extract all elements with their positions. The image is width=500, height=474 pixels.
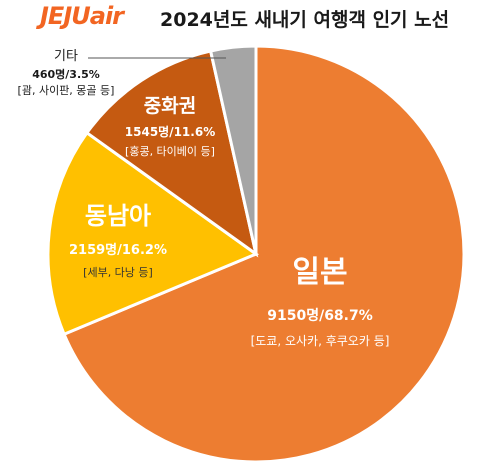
slice-detail-china: [홍콩, 타이베이 등] — [125, 144, 215, 158]
pie-slice-china — [84, 49, 259, 258]
slice-label-japan: 일본 — [292, 255, 347, 290]
slice-detail-other: [괌, 사이판, 몽골 등] — [18, 84, 115, 97]
pie-slice-sea — [46, 130, 260, 337]
slice-value-sea: 2159명/16.2% — [69, 242, 167, 258]
slice-label-china: 중화권 — [144, 95, 196, 117]
slice-value-other: 460명/3.5% — [32, 67, 100, 81]
slice-detail-japan: [도쿄, 오사카, 후쿠오카 등] — [251, 334, 390, 348]
slice-value-china: 1545명/11.6% — [125, 125, 215, 139]
jejuair-logo: JEJUair — [40, 2, 124, 30]
slice-label-sea: 동남아 — [85, 202, 151, 230]
slice-detail-sea: [세부, 다낭 등] — [83, 266, 153, 279]
pie-slices — [46, 44, 466, 464]
pie-slice-japan — [62, 44, 466, 464]
chart-title: 2024년도 새내기 여행객 인기 노선 — [160, 9, 450, 31]
pie-slice-other — [208, 44, 258, 255]
chart-header: JEJUair 2024년도 새내기 여행객 인기 노선 — [0, 0, 500, 34]
slice-value-japan: 9150명/68.7% — [267, 307, 373, 324]
slice-labels: 일본 9150명/68.7% [도쿄, 오사카, 후쿠오카 등] 동남아 2159명/1… — [18, 49, 390, 348]
slice-label-other: 기타 — [54, 49, 78, 64]
